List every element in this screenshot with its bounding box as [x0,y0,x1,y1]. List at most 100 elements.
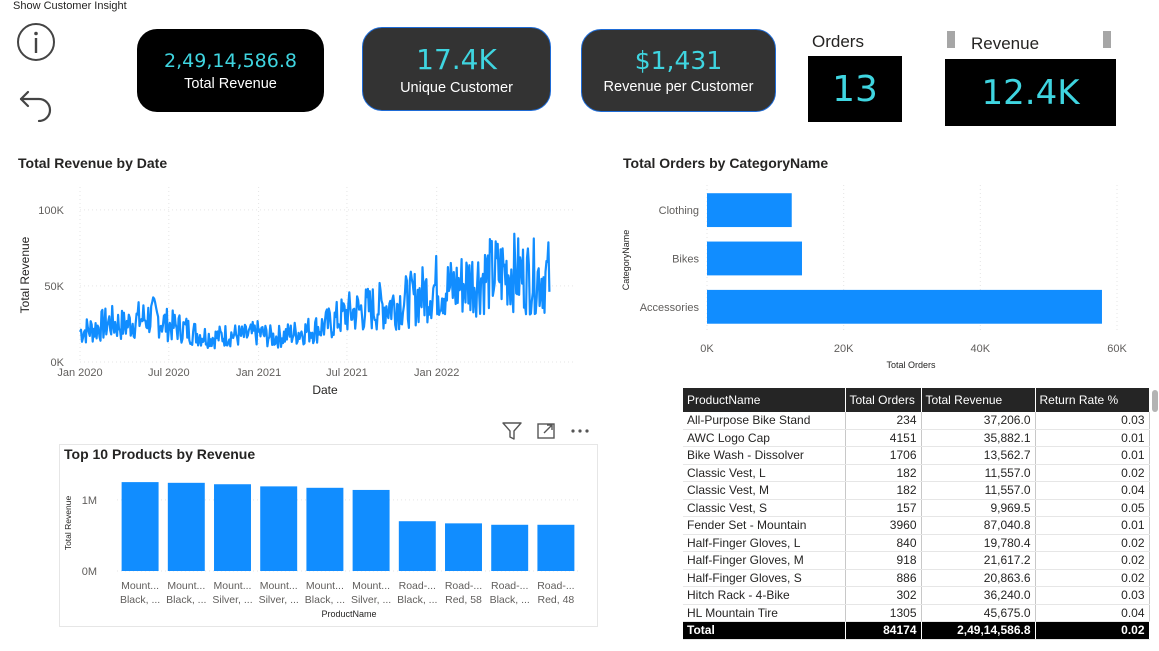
table-cell: 2,49,14,586.8 [921,621,1036,640]
back-arrow-icon[interactable] [16,82,56,123]
table-cell: 182 [845,481,922,500]
product-bar [167,482,205,571]
table-cell: Half-Finger Gloves, L [683,534,846,552]
table-row[interactable]: Half-Finger Gloves, S 886 20,863.6 0.02 [683,569,1150,587]
product-label-line1: Mount... [306,580,344,592]
table-cell: 0.03 [1035,412,1150,430]
table-row[interactable]: Hitch Rack - 4-Bike 302 36,240.0 0.03 [683,586,1150,605]
top-products-title: Top 10 Products by Revenue [64,446,256,462]
line-chart-title: Total Revenue by Date [18,155,168,171]
focus-mode-icon[interactable] [534,419,558,443]
table-cell: 157 [845,499,922,517]
table-cell: 0.01 [1035,446,1150,465]
table-cell: 886 [845,569,922,587]
cat-chart-title: Total Orders by CategoryName [623,155,829,171]
total-revenue-card: 2,49,14,586.8 Total Revenue [137,29,324,112]
category-bar-chart[interactable]: 0K 20K 40K 60K Clothing Bikes Accessories Total… [615,180,1159,375]
table-row[interactable]: Classic Vest, S 157 9,969.5 0.05 [683,499,1150,517]
table-row[interactable]: Bike Wash - Dissolver 1706 13,562.7 0.01 [683,446,1150,465]
table-cell: 4151 [845,429,922,447]
table-cell: Classic Vest, S [683,499,846,517]
product-table[interactable]: ProductName Total Orders Total Revenue R… [683,388,1150,640]
table-row[interactable]: Half-Finger Gloves, L 840 19,780.4 0.02 [683,534,1150,552]
y-axis-label: Total Revenue [18,236,32,313]
table-cell: 182 [845,464,922,482]
revenue-line-chart[interactable]: 0K 50K 100K Jan 2020 Jul 2020 Jan 2021 Jul 202… [0,175,600,405]
product-bar [260,486,298,571]
kpi-value: $1,431 [634,46,723,75]
table-row[interactable]: Fender Set - Mountain 3960 87,040.8 0.01 [683,516,1150,535]
table-cell: 0.02 [1035,534,1150,552]
col-header-productname[interactable]: ProductName [683,388,846,412]
table-cell: 840 [845,534,922,552]
x-tick-label: 20K [834,343,854,355]
category-bar [707,289,1102,324]
y-tick-label: 0K [51,357,65,369]
table-cell: 9,969.5 [921,499,1036,517]
table-cell: HL Mountain Tire [683,604,846,622]
page-subtitle: Show Customer Insight [13,0,127,12]
table-cell: AWC Logo Cap [683,429,846,447]
table-cell: 0.02 [1035,569,1150,587]
product-bar [352,489,390,571]
y-axis-label: Total Revenue [63,496,73,551]
table-cell: 1305 [845,604,922,622]
x-tick-label: Jul 2020 [148,367,190,379]
revenue-value: 12.4K [981,72,1080,113]
x-tick-label: Jul 2021 [326,367,368,379]
table-row[interactable]: Half-Finger Gloves, M 918 21,617.2 0.02 [683,551,1150,570]
table-cell: 35,882.1 [921,429,1036,447]
table-cell: 918 [845,551,922,570]
col-header-total-orders[interactable]: Total Orders [845,388,922,412]
product-label-line2: Black, ... [397,594,437,606]
table-cell: 1706 [845,446,922,465]
y-tick-label: 100K [38,205,64,217]
x-tick-label: Jan 2021 [236,367,281,379]
table-cell: 21,617.2 [921,551,1036,570]
product-label-line2: Black, ... [120,594,160,606]
product-label-line2: Black, ... [166,594,206,606]
table-row[interactable]: Classic Vest, M 182 11,557.0 0.04 [683,481,1150,500]
orders-value: 13 [832,68,878,110]
table-cell: 0.02 [1035,464,1150,482]
category-bar [707,241,802,276]
revenue-label: Revenue [971,34,1040,53]
table-cell: 45,675.0 [921,604,1036,622]
resize-handle-left[interactable] [947,31,955,48]
col-header-return-rate[interactable]: Return Rate % [1035,388,1150,412]
series-line [79,232,551,350]
kpi-label: Total Revenue [184,75,277,92]
product-label-line2: Silver, ... [259,594,299,606]
table-cell: 3960 [845,516,922,535]
product-bar [445,523,482,571]
product-bar [214,484,251,571]
table-row[interactable]: AWC Logo Cap 4151 35,882.1 0.01 [683,429,1150,447]
more-options-icon[interactable] [568,419,592,443]
x-tick-label: 0K [700,343,714,355]
info-circle-icon[interactable] [16,22,56,62]
product-label-line1: Mount... [167,580,205,592]
table-total-row[interactable]: Total 84174 2,49,14,586.8 0.02 [683,621,1150,640]
top-products-bar-chart[interactable]: 0M 1M Mount... Black, ... Mount... Black, ...… [59,465,598,627]
table-cell: 0.04 [1035,604,1150,622]
table-cell: Half-Finger Gloves, M [683,551,846,570]
table-row[interactable]: Classic Vest, L 182 11,557.0 0.02 [683,464,1150,482]
filter-icon[interactable] [500,419,524,443]
product-bar [121,482,159,571]
table-row[interactable]: All-Purpose Bike Stand 234 37,206.0 0.03 [683,412,1150,430]
product-label-line2: Silver, ... [351,594,391,606]
col-header-total-revenue[interactable]: Total Revenue [921,388,1036,412]
table-scrollbar[interactable] [1152,390,1158,412]
table-cell: 87,040.8 [921,516,1036,535]
table-header-row: ProductName Total Orders Total Revenue R… [683,388,1150,412]
x-tick-label: 60K [1107,343,1127,355]
top-products-frame [59,444,598,627]
product-label-line2: Red, 58 [445,594,482,606]
table-row[interactable]: HL Mountain Tire 1305 45,675.0 0.04 [683,604,1150,622]
resize-handle-right[interactable] [1103,31,1111,48]
x-tick-label: Jan 2020 [57,367,102,379]
y-axis-label: CategoryName [621,230,631,291]
table-cell: 0.02 [1035,621,1150,640]
table-cell: 0.01 [1035,516,1150,535]
table-cell: Fender Set - Mountain [683,516,846,535]
